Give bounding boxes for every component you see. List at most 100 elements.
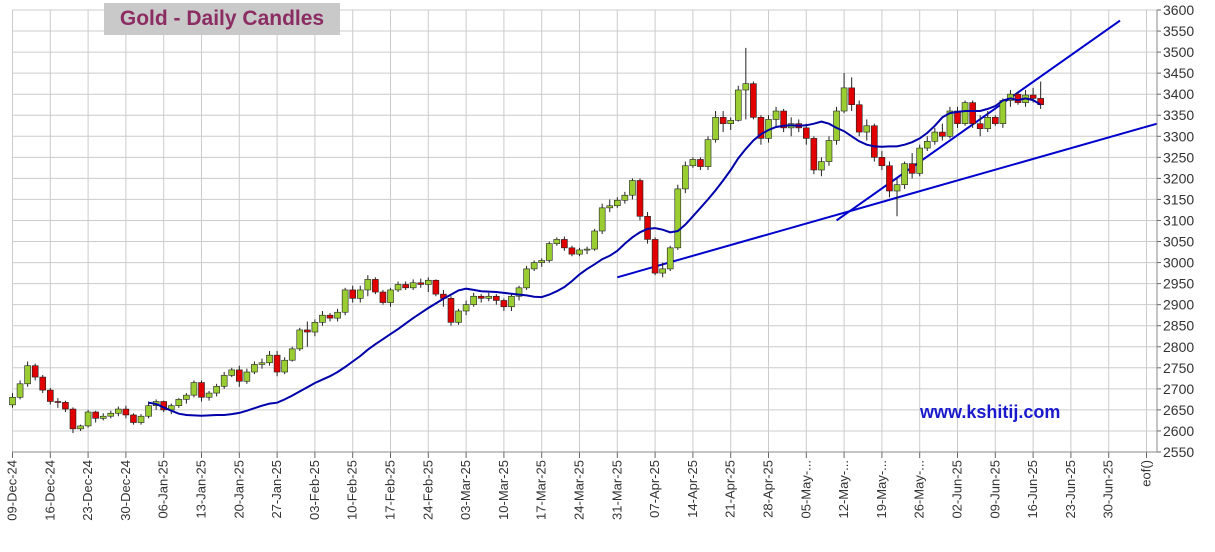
candle bbox=[636, 178, 644, 221]
candle bbox=[674, 184, 682, 250]
candle-body-up bbox=[523, 268, 530, 289]
candle-body-down bbox=[39, 376, 47, 391]
x-tick-label: 09-Dec-24 bbox=[5, 460, 20, 521]
y-tick-label: 2950 bbox=[1163, 276, 1194, 292]
candle-body-up bbox=[409, 282, 417, 289]
candle bbox=[493, 294, 500, 305]
x-tick-label: 19-May-... bbox=[874, 460, 889, 519]
candle-body-up bbox=[145, 405, 152, 417]
candle bbox=[205, 390, 213, 401]
candle bbox=[311, 319, 319, 337]
candle bbox=[213, 383, 220, 397]
y-tick-label: 3000 bbox=[1163, 255, 1194, 271]
candle bbox=[462, 300, 470, 316]
x-tick-label: 09-Jun-25 bbox=[987, 460, 1002, 519]
candle-body-down bbox=[636, 180, 644, 217]
y-tick-label: 3450 bbox=[1163, 65, 1194, 81]
candle bbox=[598, 203, 606, 234]
candle bbox=[984, 111, 992, 133]
candle-body-down bbox=[417, 282, 425, 285]
candle-body-up bbox=[923, 141, 931, 149]
candle-body-up bbox=[704, 139, 712, 167]
candle-body-up bbox=[553, 239, 561, 244]
candle bbox=[848, 77, 855, 112]
candle bbox=[568, 245, 576, 257]
candle-body-down bbox=[493, 295, 500, 301]
x-tick-label: 30-Dec-24 bbox=[118, 460, 133, 521]
candle bbox=[508, 294, 515, 311]
y-tick-label: 2600 bbox=[1163, 423, 1194, 439]
candle-body-down bbox=[939, 131, 946, 137]
candle bbox=[24, 361, 31, 387]
candle-body-down bbox=[372, 279, 379, 293]
candle bbox=[545, 241, 553, 263]
candle-body-up bbox=[394, 284, 402, 291]
candle-body-down bbox=[62, 402, 69, 410]
candle-body-down bbox=[780, 110, 787, 129]
candle-body-up bbox=[107, 412, 115, 417]
candle bbox=[236, 365, 243, 387]
candle-body-up bbox=[659, 268, 666, 274]
candle bbox=[651, 237, 659, 276]
candle bbox=[780, 108, 787, 133]
candle-body-down bbox=[326, 314, 334, 319]
y-tick-label: 2750 bbox=[1163, 360, 1194, 376]
candle bbox=[137, 414, 145, 425]
candle bbox=[561, 236, 568, 251]
candle bbox=[349, 285, 357, 303]
candle-body-up bbox=[462, 304, 470, 312]
candle-body-up bbox=[288, 348, 296, 361]
candle bbox=[976, 115, 984, 137]
candle-body-up bbox=[863, 125, 871, 133]
candle bbox=[16, 380, 24, 400]
candle-body-down bbox=[855, 104, 863, 133]
candle bbox=[734, 85, 742, 122]
candle bbox=[538, 258, 546, 267]
candle-body-up bbox=[319, 314, 326, 323]
candle-body-down bbox=[719, 117, 727, 124]
candle bbox=[54, 398, 62, 408]
candle-body-down bbox=[31, 365, 39, 378]
candle bbox=[251, 361, 258, 375]
candle bbox=[825, 136, 833, 166]
x-tick-label: 14-Apr-25 bbox=[685, 460, 700, 518]
grid-layer bbox=[12, 9, 1157, 453]
candle bbox=[697, 157, 704, 170]
x-tick-label: 31-Mar-25 bbox=[609, 460, 624, 520]
candle-body-up bbox=[266, 354, 273, 364]
candle-body-down bbox=[757, 117, 765, 139]
candle-body-up bbox=[251, 364, 258, 373]
candle-body-up bbox=[115, 408, 122, 414]
candle bbox=[863, 119, 871, 141]
x-tick-label: 03-Feb-25 bbox=[307, 460, 322, 520]
candle bbox=[326, 313, 334, 322]
candle bbox=[84, 409, 92, 428]
candle bbox=[991, 115, 999, 126]
candle bbox=[901, 161, 908, 189]
candle-body-up bbox=[591, 230, 598, 250]
y-tick-label: 3350 bbox=[1163, 107, 1194, 123]
candle bbox=[621, 191, 629, 204]
x-tick-label: 03-Mar-25 bbox=[458, 460, 473, 520]
candle bbox=[432, 279, 440, 297]
candle-body-up bbox=[99, 415, 107, 419]
candle-body-up bbox=[183, 394, 190, 400]
candle bbox=[1037, 81, 1044, 109]
candle bbox=[69, 407, 77, 434]
candle-body-up bbox=[576, 249, 583, 255]
candle-body-down bbox=[697, 159, 704, 167]
candle bbox=[175, 398, 183, 408]
candle-body-up bbox=[341, 289, 349, 313]
candle bbox=[341, 287, 349, 316]
x-tick-label: 30-Jun-25 bbox=[1101, 460, 1116, 519]
candle bbox=[304, 321, 311, 347]
candle-body-up bbox=[606, 205, 614, 209]
candle bbox=[145, 401, 152, 419]
candle-body-up bbox=[213, 386, 220, 394]
candle bbox=[606, 199, 614, 213]
candle bbox=[523, 265, 530, 290]
candle-body-up bbox=[961, 102, 969, 124]
candle-body-up bbox=[818, 161, 825, 171]
